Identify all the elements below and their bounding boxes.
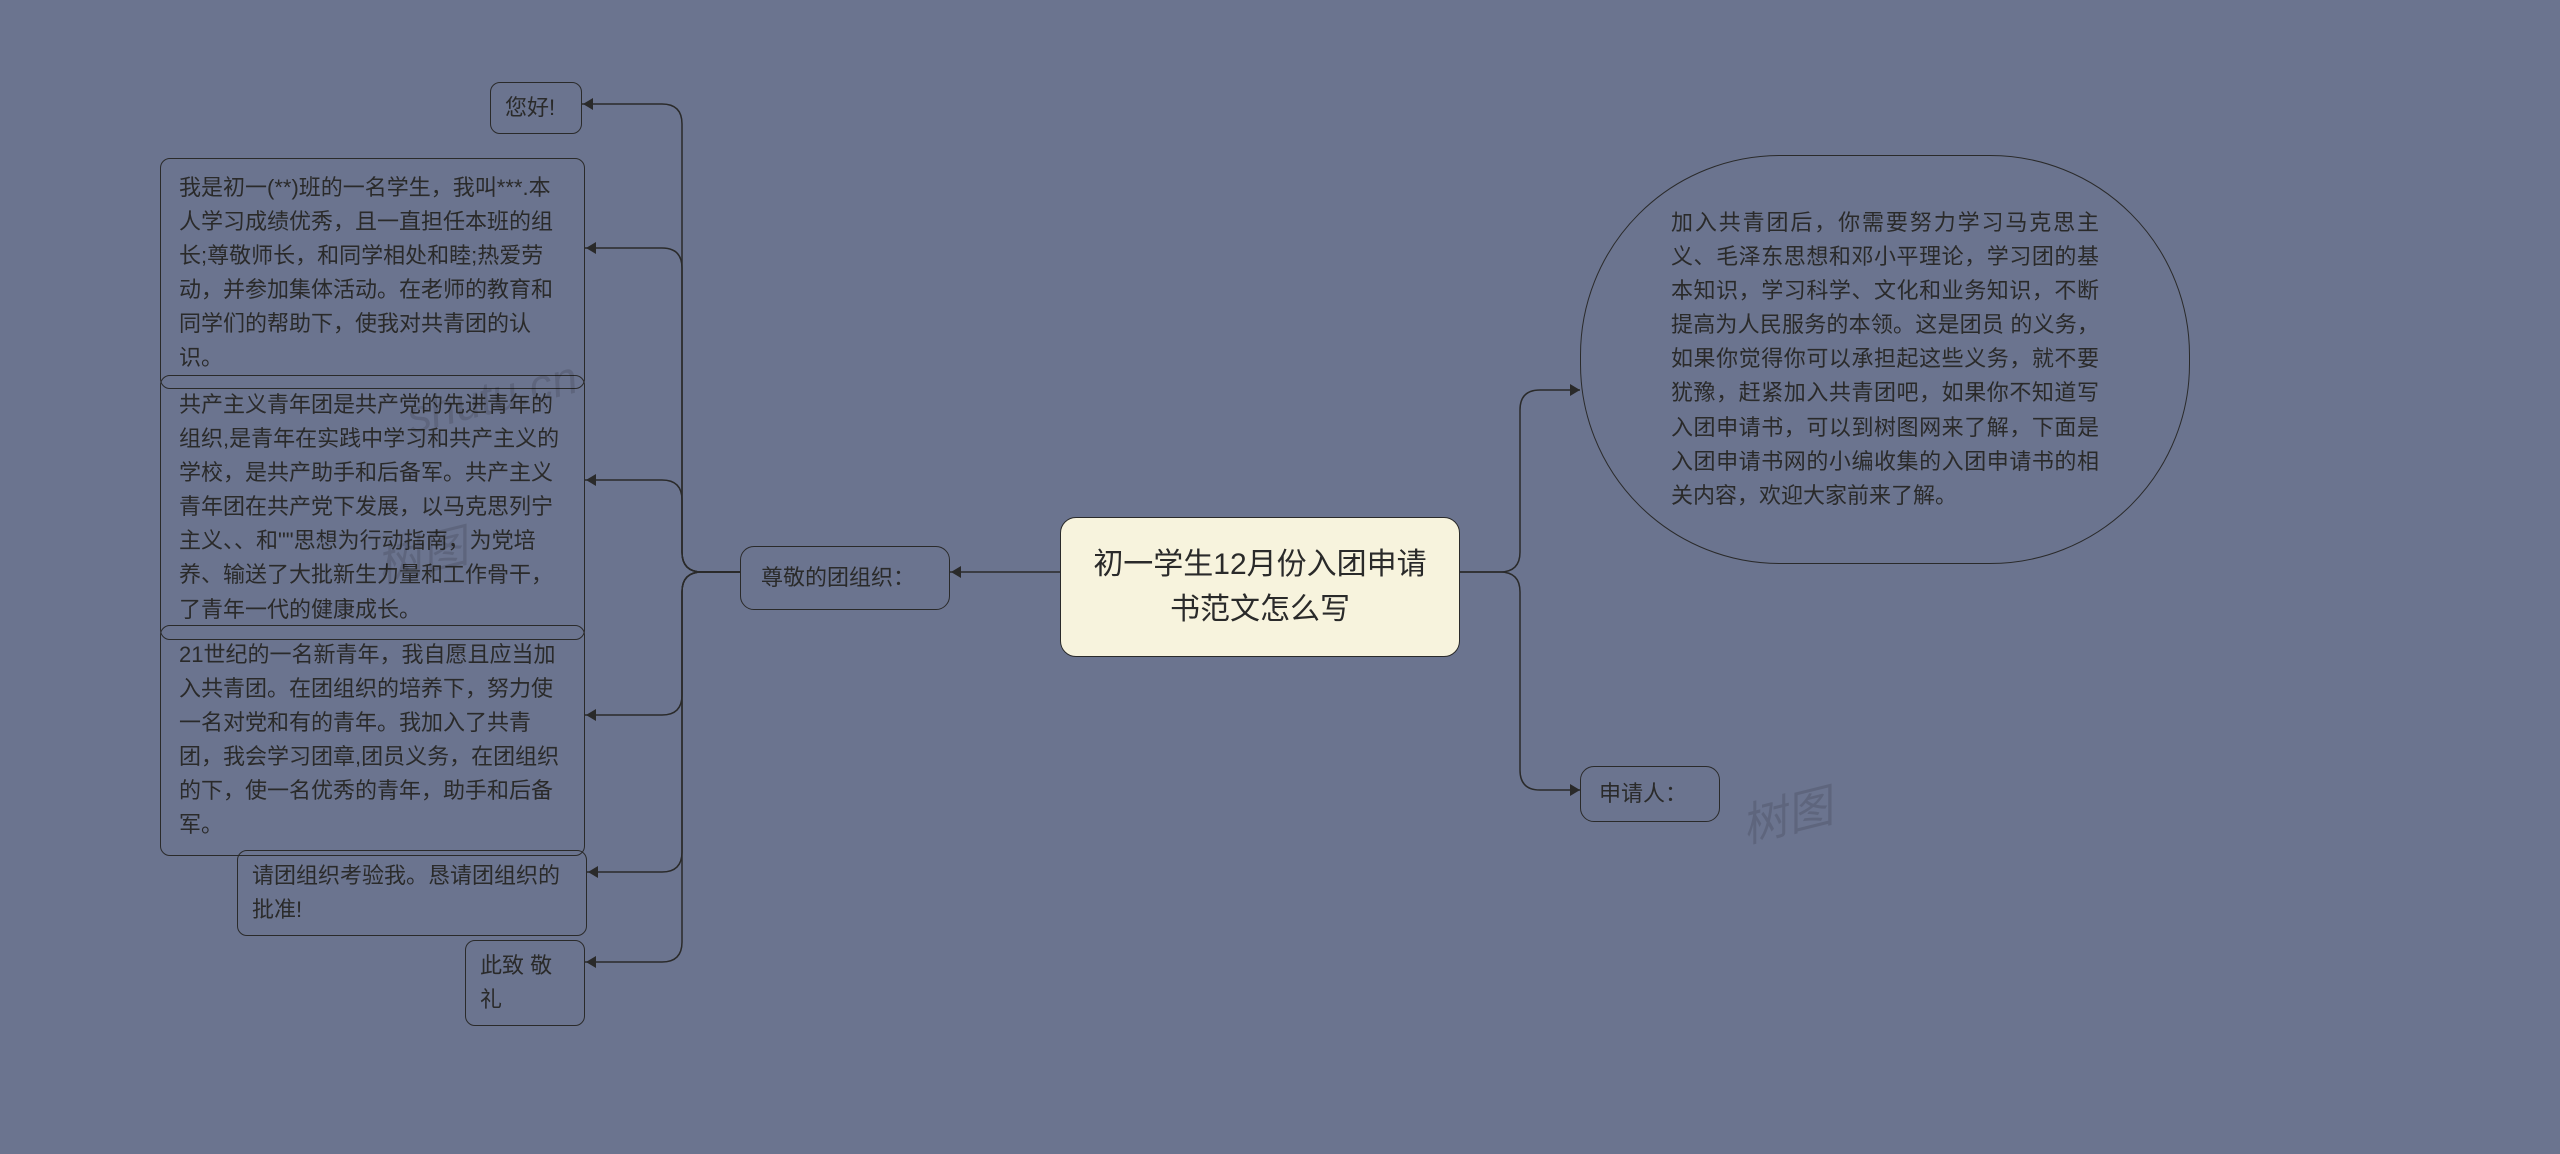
center-node: 初一学生12月份入团申请 书范文怎么写: [1060, 517, 1460, 657]
arrow-l2: [586, 474, 596, 486]
arrow-l4: [588, 866, 598, 878]
conn-left-fan: [582, 82, 742, 982]
right-child-0: 加入共青团后，你需要努力学习马克思主义、毛泽东思想和邓小平理论，学习团的基本知识…: [1580, 155, 2190, 564]
center-line2: 书范文怎么写: [1091, 587, 1429, 632]
arrow-center-left: [951, 566, 961, 578]
arrow-l1: [586, 242, 596, 254]
arrow-r1: [1570, 784, 1580, 796]
left-child-5: 此致 敬礼: [465, 940, 585, 1026]
left-parent-node: 尊敬的团组织：: [740, 546, 950, 610]
right-child-1: 申请人：: [1580, 766, 1720, 822]
left-child-4: 请团组织考验我。恳请团组织的批准!: [237, 850, 587, 936]
left-child-2: 共产主义青年团是共产党的先进青年的组织,是青年在实践中学习和共产主义的学校，是共…: [160, 375, 585, 640]
left-child-1: 我是初一(**)班的一名学生，我叫***.本人学习成绩优秀，且一直担任本班的组长…: [160, 158, 585, 389]
watermark-2: 树图: [1733, 770, 1838, 856]
arrow-l3: [586, 709, 596, 721]
conn-right-fan: [1460, 150, 1590, 830]
conn-center-left: [950, 560, 1060, 590]
arrow-l0: [583, 98, 593, 110]
left-child-0: 您好!: [490, 82, 582, 134]
arrow-r0: [1570, 384, 1580, 396]
center-line1: 初一学生12月份入团申请: [1091, 542, 1429, 587]
left-child-3: 21世纪的一名新青年，我自愿且应当加入共青团。在团组织的培养下，努力使一名对党和…: [160, 625, 585, 856]
left-parent-label: 尊敬的团组织：: [761, 565, 915, 590]
arrow-l5: [586, 956, 596, 968]
